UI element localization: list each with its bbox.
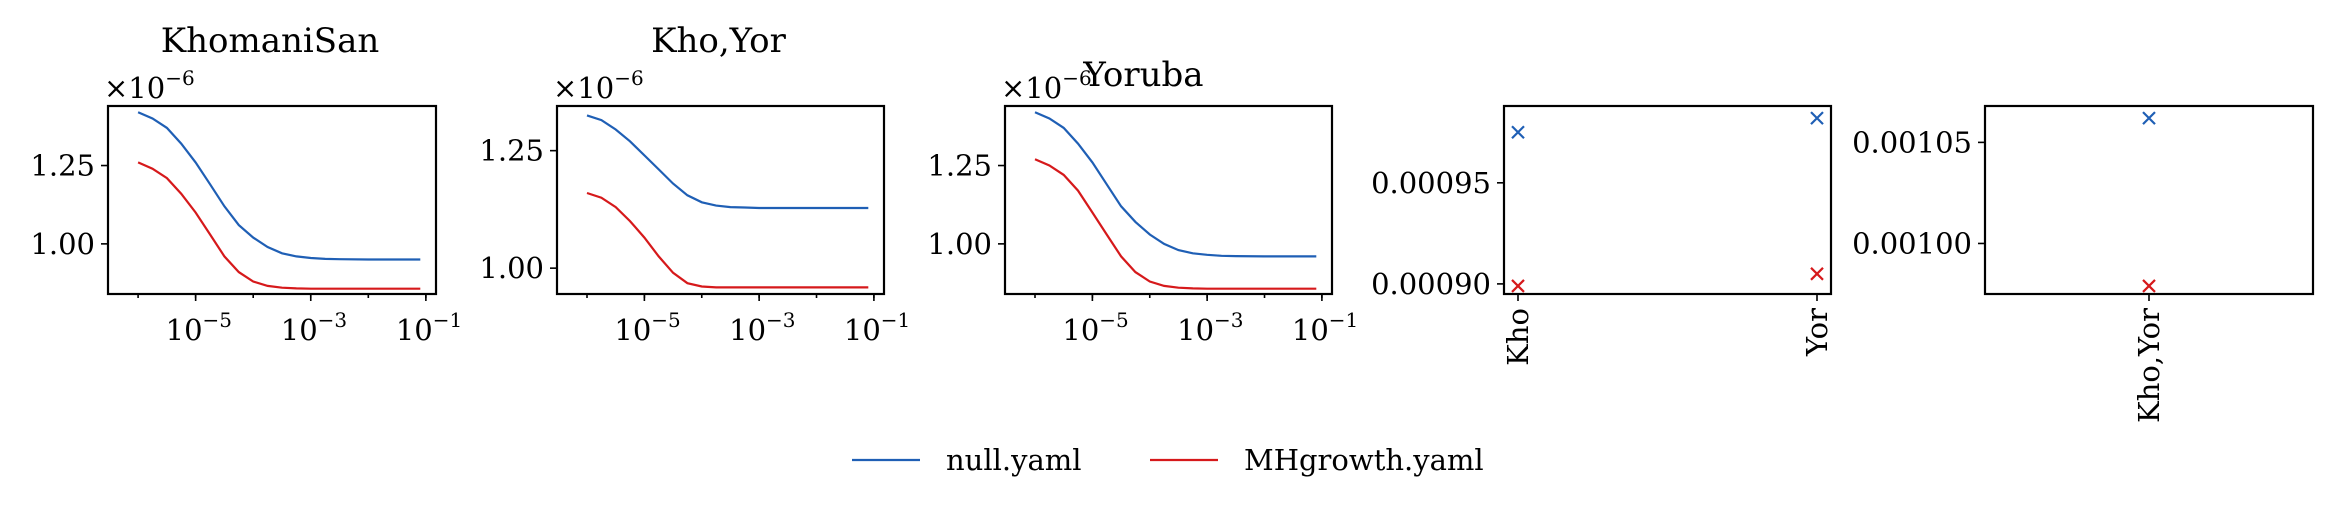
x-tick-label: 10−5	[1062, 308, 1128, 347]
x-tick-label: 10−1	[396, 308, 462, 347]
y-tick-label: 1.00	[479, 251, 544, 285]
legend: null.yaml MHgrowth.yaml	[852, 443, 1484, 477]
marker-mhgrowth	[1810, 267, 1824, 281]
axes-frame	[1983, 104, 2315, 296]
series-line-mhgrowth	[1034, 158, 1317, 290]
marker-null	[1810, 111, 1824, 125]
x-tick-label: 10−3	[281, 308, 347, 347]
x-tick-label: 10−1	[1292, 308, 1358, 347]
panel-1: 10−5 10−3 10−1 1.00 1.25 ×10−6 KhomaniSan	[30, 21, 462, 347]
legend-label-mhgrowth: MHgrowth.yaml	[1244, 443, 1484, 477]
y-tick-label: 0.00095	[1371, 166, 1491, 200]
marker-mhgrowth	[2142, 279, 2156, 293]
x-tick-label: 10−3	[729, 308, 795, 347]
y-tick-label: 1.00	[30, 227, 95, 261]
panel-4: 0.00090 0.00095 Kho Yor	[1371, 104, 1834, 366]
legend-label-null: null.yaml	[946, 443, 1082, 477]
y-tick-label: 0.00105	[1852, 125, 1972, 159]
y-offset-text: ×10−6	[553, 66, 644, 105]
axes-frame	[555, 104, 886, 296]
axes-frame	[1502, 104, 1833, 296]
series-line-mhgrowth	[586, 191, 869, 289]
panel-5: 0.00100 0.00105 Kho,Yor	[1852, 104, 2315, 423]
y-tick-label: 0.00090	[1371, 267, 1491, 301]
series-line-null	[137, 111, 421, 261]
panel-title: KhomaniSan	[161, 21, 380, 61]
y-offset-text: ×10−6	[1001, 66, 1092, 105]
panel-title: Kho,Yor	[651, 21, 787, 61]
x-tick-label: 10−3	[1177, 308, 1243, 347]
y-tick-label: 1.25	[927, 149, 992, 183]
marker-null	[1511, 125, 1525, 140]
x-tick-label: 10−5	[166, 308, 232, 347]
series-line-null	[1034, 111, 1317, 258]
series-line-mhgrowth	[137, 161, 421, 290]
y-tick-label: 1.00	[927, 227, 992, 261]
marker-mhgrowth	[1511, 279, 1525, 293]
axes-frame	[1003, 104, 1334, 296]
x-tick-label: Kho	[1501, 308, 1535, 366]
x-tick-label: 10−5	[614, 308, 680, 347]
panel-title: Yoruba	[1082, 55, 1203, 95]
axes-frame	[106, 104, 438, 296]
x-tick-label: Yor	[1800, 308, 1834, 357]
marker-null	[2142, 111, 2156, 125]
series-line-null	[586, 114, 869, 210]
y-tick-label: 1.25	[30, 149, 95, 183]
x-tick-label: 10−1	[844, 308, 910, 347]
x-tick-label: Kho,Yor	[2132, 308, 2166, 423]
y-offset-text: ×10−6	[104, 66, 195, 105]
y-tick-label: 0.00100	[1852, 226, 1972, 260]
y-tick-label: 1.25	[479, 134, 544, 168]
